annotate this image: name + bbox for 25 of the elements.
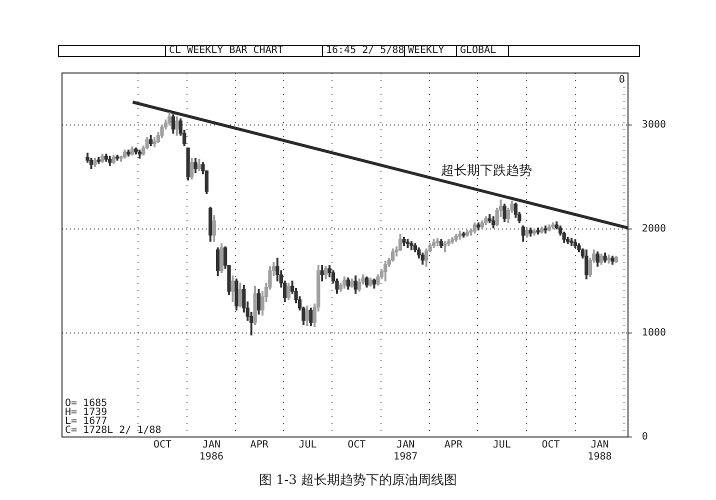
y-tick-label: 1000 xyxy=(642,328,666,339)
x-tick-label: JAN 1988 xyxy=(588,440,612,463)
annotation: C= 1728L 2/ 1/88 xyxy=(65,425,162,436)
text: GLOBAL xyxy=(456,45,508,56)
x-tick-label: OCT xyxy=(542,440,560,451)
annotation: 超长期下跌趋势 xyxy=(440,164,532,179)
annotation: 0 xyxy=(618,74,625,86)
x-tick-label: APR xyxy=(250,440,270,451)
annotation: H= 1739 xyxy=(65,407,108,418)
y-tick-label: 0 xyxy=(642,432,648,443)
x-tick-label: JUL xyxy=(298,440,317,451)
chart-title: CL WEEKLY BAR CHART xyxy=(165,45,322,56)
x-tick-label: APR xyxy=(444,440,464,451)
x-tick-label: OCT xyxy=(153,440,172,451)
x-tick-label: OCT xyxy=(348,440,366,451)
text: WEEKLY xyxy=(404,45,456,56)
caption: 图 1-3 超长期趋势下的原油周线图 xyxy=(258,472,458,489)
annotation: O= 1685 xyxy=(65,398,108,409)
x-tick-label: JAN 1987 xyxy=(394,440,418,463)
x-tick-label: JUL xyxy=(492,440,511,451)
annotation: L= 1677 xyxy=(65,416,108,427)
y-tick-label: 3000 xyxy=(642,120,666,131)
x-tick-label: JAN 1986 xyxy=(199,440,224,463)
chart-subtitle: 16:45 2/ 5/88 xyxy=(322,45,404,56)
y-tick-label: 2000 xyxy=(642,224,666,235)
